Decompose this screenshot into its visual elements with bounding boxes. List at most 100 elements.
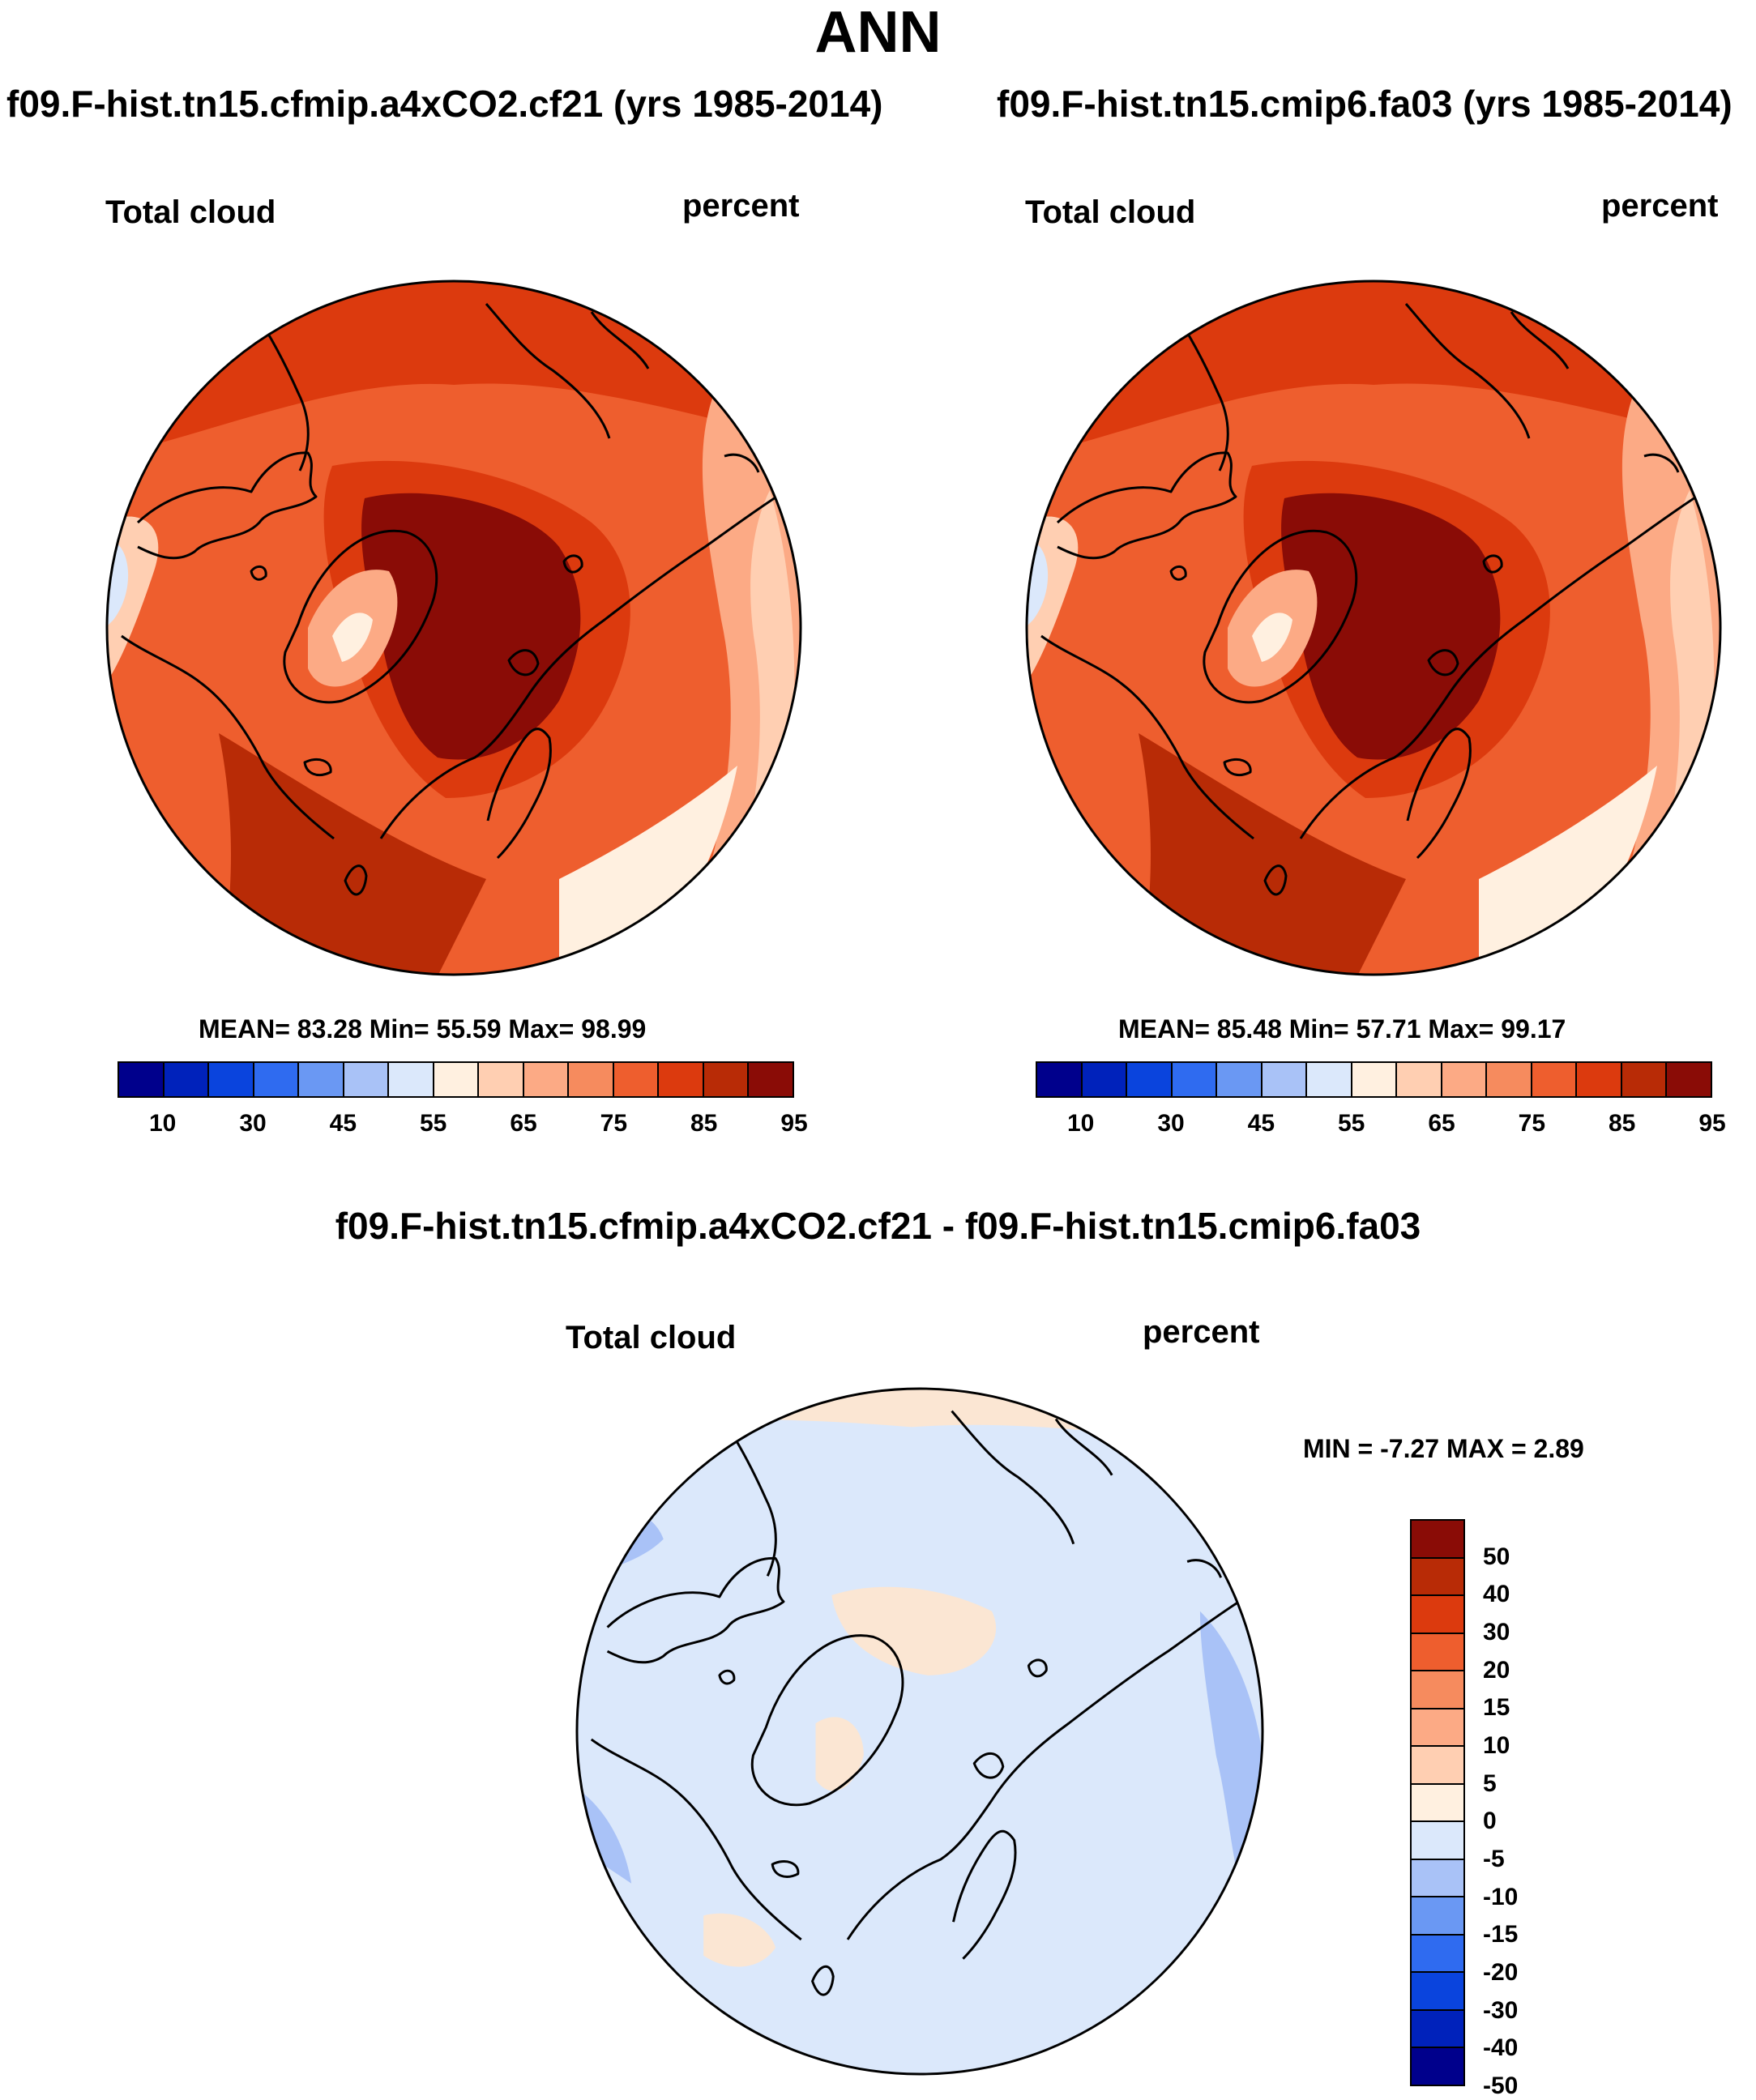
colorbar-swatch xyxy=(523,1063,570,1096)
coastline xyxy=(283,529,438,704)
coastline xyxy=(250,565,267,581)
colorbar-swatch xyxy=(1412,1521,1463,1559)
coastline xyxy=(486,728,552,860)
diff-region-arctic-positive xyxy=(831,1586,997,1675)
diff-colorbar-ticks: 50 40 30 20 15 10 5 0 -5 -10 -15 -20 -30 -40 -50 xyxy=(1483,1519,1580,2099)
colorbar-swatch xyxy=(1037,1063,1083,1096)
colorbar-tick-label: 50 xyxy=(1483,1543,1510,1570)
colorbar-tick-label: 55 xyxy=(1337,1110,1365,1137)
colorbar-swatch xyxy=(613,1063,660,1096)
panel2-stats: MEAN= 85.48 Min= 57.71 Max= 99.17 xyxy=(1118,1014,1566,1044)
coastline xyxy=(1027,1658,1048,1678)
colorbar-swatch xyxy=(1352,1063,1398,1096)
panel2-colorbar-ticks: 10 30 45 55 65 75 85 95 xyxy=(1036,1110,1726,1142)
coastline xyxy=(303,758,332,776)
colorbar-tick-label: 5 xyxy=(1483,1769,1497,1797)
diff-polar-map xyxy=(575,1387,1264,2076)
colorbar-swatch xyxy=(1487,1063,1532,1096)
colorbar-swatch xyxy=(1172,1063,1218,1096)
coastline xyxy=(1223,758,1252,776)
panel1-colorbar-ticks: 10 30 45 55 65 75 85 95 xyxy=(117,1110,808,1142)
coastline xyxy=(952,1829,1017,1960)
coastline xyxy=(1040,634,1254,840)
coastline xyxy=(1643,453,1680,473)
colorbar-swatch xyxy=(1412,1784,1463,1823)
coastline xyxy=(951,1410,1075,1545)
colorbar-tick-label: -10 xyxy=(1483,1883,1519,1910)
map-background-field xyxy=(576,1388,1263,2075)
map-fill-group xyxy=(107,281,801,975)
colorbar-tick-label: 30 xyxy=(1157,1110,1185,1137)
colorbar-swatch xyxy=(1412,1671,1463,1709)
colorbar-swatch xyxy=(1412,1709,1463,1748)
map-border-circle xyxy=(105,280,802,976)
panel1-units-label: percent xyxy=(682,188,800,224)
colorbar-swatch xyxy=(1412,2010,1463,2049)
coastline xyxy=(846,1595,1248,1940)
colorbar-tick-label: 15 xyxy=(1483,1694,1510,1722)
colorbar-tick-label: 95 xyxy=(780,1110,808,1137)
colorbar-swatch xyxy=(1082,1063,1128,1096)
coastline xyxy=(1263,864,1288,896)
panel1-polar-map xyxy=(105,280,802,976)
colorbar-swatch xyxy=(1412,1558,1463,1597)
colorbar-swatch xyxy=(119,1063,164,1096)
coastline xyxy=(590,1738,802,1941)
colorbar-swatch xyxy=(1532,1063,1578,1096)
map-region-southeast-lowest xyxy=(1479,766,1657,975)
panel2-case-title: f09.F-hist.tn15.cmip6.fa03 (yrs 1985-201… xyxy=(997,83,1733,125)
colorbar-swatch xyxy=(749,1063,793,1096)
coastline xyxy=(1186,1559,1223,1578)
map-region-greenland-lowest xyxy=(1252,612,1292,662)
coastline xyxy=(1203,529,1358,704)
coastline xyxy=(1404,303,1531,439)
coastline xyxy=(562,554,583,574)
map-region-arctic-core xyxy=(1281,493,1501,760)
colorbar-swatch xyxy=(703,1063,750,1096)
map-border-circle xyxy=(575,1387,1264,2076)
panel2-colorbar xyxy=(1036,1061,1712,1098)
coastline xyxy=(1056,451,1237,560)
diff-region-greenland-positive xyxy=(815,1717,864,1791)
colorbar-tick-label: 75 xyxy=(1518,1110,1546,1137)
colorbar-swatch xyxy=(1412,1859,1463,1898)
colorbar-swatch xyxy=(1127,1063,1173,1096)
panel1-colorbar xyxy=(117,1061,794,1098)
colorbar-swatch xyxy=(659,1063,704,1096)
colorbar-tick-label: 85 xyxy=(690,1110,718,1137)
coastline xyxy=(344,864,368,896)
panel2-units-label: percent xyxy=(1601,188,1719,224)
colorbar-tick-label: 75 xyxy=(600,1110,628,1137)
colorbar-swatch xyxy=(344,1063,390,1096)
map-fill-group xyxy=(576,1388,1263,2075)
coastline xyxy=(136,451,318,560)
colorbar-swatch xyxy=(1577,1063,1622,1096)
colorbar-tick-label: -15 xyxy=(1483,1921,1519,1948)
colorbar-swatch xyxy=(1412,1822,1463,1860)
colorbar-tick-label: -40 xyxy=(1483,2034,1519,2062)
coastline xyxy=(379,490,785,839)
panel1-stats: MEAN= 83.28 Min= 55.59 Max= 98.99 xyxy=(199,1014,647,1044)
colorbar-swatch xyxy=(389,1063,434,1096)
colorbar-swatch xyxy=(1412,2048,1463,2085)
colorbar-tick-label: -30 xyxy=(1483,1996,1519,2024)
diff-title: f09.F-hist.tn15.cfmip.a4xCO2.cf21 - f09.… xyxy=(335,1205,1421,1247)
colorbar-swatch xyxy=(1262,1063,1308,1096)
coastline xyxy=(771,1860,800,1878)
map-region-east-lower xyxy=(1641,490,1715,944)
diff-variable-label: Total cloud xyxy=(566,1320,737,1355)
map-region-arctic-core xyxy=(361,493,581,760)
diff-region-west-negative xyxy=(576,1787,632,1884)
colorbar-tick-label: -20 xyxy=(1483,1959,1519,1986)
panel1-variable-label: Total cloud xyxy=(105,194,276,230)
diff-stats: MIN = -7.27 MAX = 2.89 xyxy=(1303,1434,1584,1463)
colorbar-tick-label: 10 xyxy=(1483,1732,1510,1759)
colorbar-swatch xyxy=(299,1063,344,1096)
diff-units-label: percent xyxy=(1143,1314,1260,1350)
colorbar-swatch xyxy=(1217,1063,1263,1096)
coastline xyxy=(1510,311,1570,369)
colorbar-tick-label: 30 xyxy=(1483,1619,1510,1645)
colorbar-swatch xyxy=(1307,1063,1352,1096)
coastline xyxy=(606,1557,785,1664)
colorbar-tick-label: 65 xyxy=(1428,1110,1455,1137)
